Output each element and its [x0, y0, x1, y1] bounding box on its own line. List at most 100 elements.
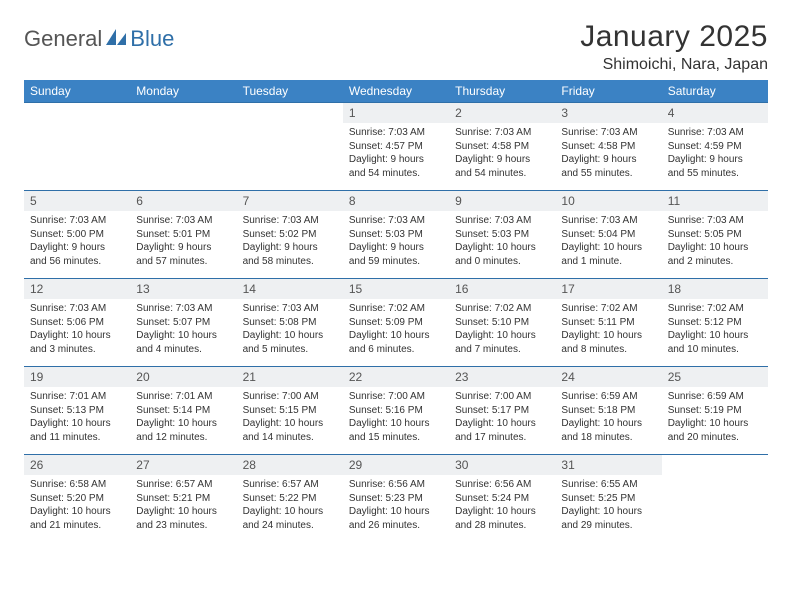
day-detail-line: and 58 minutes. [243, 255, 337, 269]
day-detail-line: and 20 minutes. [668, 431, 762, 445]
day-detail-line: and 28 minutes. [455, 519, 549, 533]
day-detail-line: and 7 minutes. [455, 343, 549, 357]
calendar-week-row: 19Sunrise: 7:01 AMSunset: 5:13 PMDayligh… [24, 367, 768, 455]
day-details: Sunrise: 7:03 AMSunset: 4:58 PMDaylight:… [449, 123, 555, 190]
day-detail-line: Sunset: 5:03 PM [455, 228, 549, 242]
day-detail-line: Sunrise: 7:03 AM [455, 126, 549, 140]
day-detail-line: Daylight: 10 hours [668, 241, 762, 255]
day-detail-line: Sunset: 5:09 PM [349, 316, 443, 330]
day-detail-line: Sunset: 5:25 PM [561, 492, 655, 506]
day-detail-line: Daylight: 10 hours [561, 417, 655, 431]
calendar-day-cell: 28Sunrise: 6:57 AMSunset: 5:22 PMDayligh… [237, 455, 343, 543]
day-detail-line: Sunrise: 7:03 AM [30, 214, 124, 228]
day-detail-line: Sunset: 5:18 PM [561, 404, 655, 418]
day-detail-line: Daylight: 10 hours [243, 505, 337, 519]
day-details: Sunrise: 7:03 AMSunset: 5:03 PMDaylight:… [449, 211, 555, 278]
day-detail-line: and 1 minute. [561, 255, 655, 269]
day-detail-line: Sunset: 5:20 PM [30, 492, 124, 506]
day-details: Sunrise: 7:03 AMSunset: 4:59 PMDaylight:… [662, 123, 768, 190]
day-details [662, 475, 768, 537]
day-details: Sunrise: 7:01 AMSunset: 5:14 PMDaylight:… [130, 387, 236, 454]
day-details: Sunrise: 7:03 AMSunset: 5:07 PMDaylight:… [130, 299, 236, 366]
day-detail-line: Sunset: 4:57 PM [349, 140, 443, 154]
day-detail-line: Sunset: 5:10 PM [455, 316, 549, 330]
day-details: Sunrise: 7:00 AMSunset: 5:15 PMDaylight:… [237, 387, 343, 454]
day-number: 27 [130, 455, 236, 475]
day-details: Sunrise: 7:03 AMSunset: 5:03 PMDaylight:… [343, 211, 449, 278]
day-detail-line: Sunset: 5:06 PM [30, 316, 124, 330]
dow-header: Sunday [24, 80, 130, 103]
calendar-day-cell: 5Sunrise: 7:03 AMSunset: 5:00 PMDaylight… [24, 191, 130, 279]
day-number: 5 [24, 191, 130, 211]
day-detail-line: and 8 minutes. [561, 343, 655, 357]
day-number [130, 103, 236, 123]
day-details: Sunrise: 6:56 AMSunset: 5:23 PMDaylight:… [343, 475, 449, 542]
day-detail-line: and 23 minutes. [136, 519, 230, 533]
day-detail-line: Sunrise: 7:03 AM [243, 214, 337, 228]
day-detail-line: Sunrise: 6:56 AM [455, 478, 549, 492]
day-detail-line: Daylight: 10 hours [455, 417, 549, 431]
day-detail-line: and 14 minutes. [243, 431, 337, 445]
day-detail-line: and 11 minutes. [30, 431, 124, 445]
day-detail-line: and 59 minutes. [349, 255, 443, 269]
brand-logo: General Blue [24, 20, 174, 52]
day-detail-line: Daylight: 9 hours [455, 153, 549, 167]
day-details: Sunrise: 6:59 AMSunset: 5:18 PMDaylight:… [555, 387, 661, 454]
header: General Blue January 2025 Shimoichi, Nar… [24, 20, 768, 74]
calendar-day-cell [130, 103, 236, 191]
day-details: Sunrise: 7:02 AMSunset: 5:11 PMDaylight:… [555, 299, 661, 366]
calendar-week-row: 12Sunrise: 7:03 AMSunset: 5:06 PMDayligh… [24, 279, 768, 367]
day-detail-line: Sunset: 5:16 PM [349, 404, 443, 418]
day-details: Sunrise: 6:55 AMSunset: 5:25 PMDaylight:… [555, 475, 661, 542]
day-details: Sunrise: 6:58 AMSunset: 5:20 PMDaylight:… [24, 475, 130, 542]
day-detail-line: Sunrise: 7:03 AM [561, 214, 655, 228]
day-detail-line: Sunrise: 7:01 AM [136, 390, 230, 404]
day-detail-line: Sunset: 5:05 PM [668, 228, 762, 242]
day-number [237, 103, 343, 123]
calendar-day-cell: 27Sunrise: 6:57 AMSunset: 5:21 PMDayligh… [130, 455, 236, 543]
calendar-day-cell: 24Sunrise: 6:59 AMSunset: 5:18 PMDayligh… [555, 367, 661, 455]
day-detail-line: and 17 minutes. [455, 431, 549, 445]
day-details: Sunrise: 7:03 AMSunset: 5:08 PMDaylight:… [237, 299, 343, 366]
day-detail-line: Sunrise: 7:03 AM [561, 126, 655, 140]
day-detail-line: and 55 minutes. [668, 167, 762, 181]
day-number: 9 [449, 191, 555, 211]
day-number: 30 [449, 455, 555, 475]
day-detail-line: and 3 minutes. [30, 343, 124, 357]
calendar-day-cell [662, 455, 768, 543]
day-detail-line: Sunrise: 7:03 AM [668, 126, 762, 140]
day-detail-line: Daylight: 9 hours [349, 241, 443, 255]
calendar-day-cell: 31Sunrise: 6:55 AMSunset: 5:25 PMDayligh… [555, 455, 661, 543]
day-detail-line: Sunset: 4:58 PM [455, 140, 549, 154]
day-detail-line: Sunrise: 7:02 AM [561, 302, 655, 316]
day-detail-line: Daylight: 10 hours [455, 241, 549, 255]
calendar-day-cell: 2Sunrise: 7:03 AMSunset: 4:58 PMDaylight… [449, 103, 555, 191]
day-details: Sunrise: 7:03 AMSunset: 4:58 PMDaylight:… [555, 123, 661, 190]
day-detail-line: Sunrise: 6:59 AM [668, 390, 762, 404]
day-detail-line: Sunrise: 7:00 AM [455, 390, 549, 404]
day-number [662, 455, 768, 475]
day-detail-line: Sunset: 5:03 PM [349, 228, 443, 242]
day-detail-line: and 21 minutes. [30, 519, 124, 533]
day-detail-line: Sunset: 5:12 PM [668, 316, 762, 330]
day-detail-line: Sunrise: 7:00 AM [243, 390, 337, 404]
day-detail-line: Sunset: 5:24 PM [455, 492, 549, 506]
day-detail-line: Sunset: 5:04 PM [561, 228, 655, 242]
calendar-day-cell: 1Sunrise: 7:03 AMSunset: 4:57 PMDaylight… [343, 103, 449, 191]
day-number: 4 [662, 103, 768, 123]
day-detail-line: Sunset: 4:58 PM [561, 140, 655, 154]
day-number: 31 [555, 455, 661, 475]
calendar-day-cell: 29Sunrise: 6:56 AMSunset: 5:23 PMDayligh… [343, 455, 449, 543]
day-detail-line: Sunrise: 7:01 AM [30, 390, 124, 404]
calendar-day-cell: 7Sunrise: 7:03 AMSunset: 5:02 PMDaylight… [237, 191, 343, 279]
calendar-day-cell: 16Sunrise: 7:02 AMSunset: 5:10 PMDayligh… [449, 279, 555, 367]
dow-header: Wednesday [343, 80, 449, 103]
day-number: 3 [555, 103, 661, 123]
day-detail-line: and 57 minutes. [136, 255, 230, 269]
day-detail-line: and 56 minutes. [30, 255, 124, 269]
day-details: Sunrise: 7:03 AMSunset: 5:05 PMDaylight:… [662, 211, 768, 278]
day-detail-line: Sunset: 5:13 PM [30, 404, 124, 418]
day-detail-line: Sunset: 5:22 PM [243, 492, 337, 506]
calendar-day-cell: 21Sunrise: 7:00 AMSunset: 5:15 PMDayligh… [237, 367, 343, 455]
calendar-day-cell [237, 103, 343, 191]
